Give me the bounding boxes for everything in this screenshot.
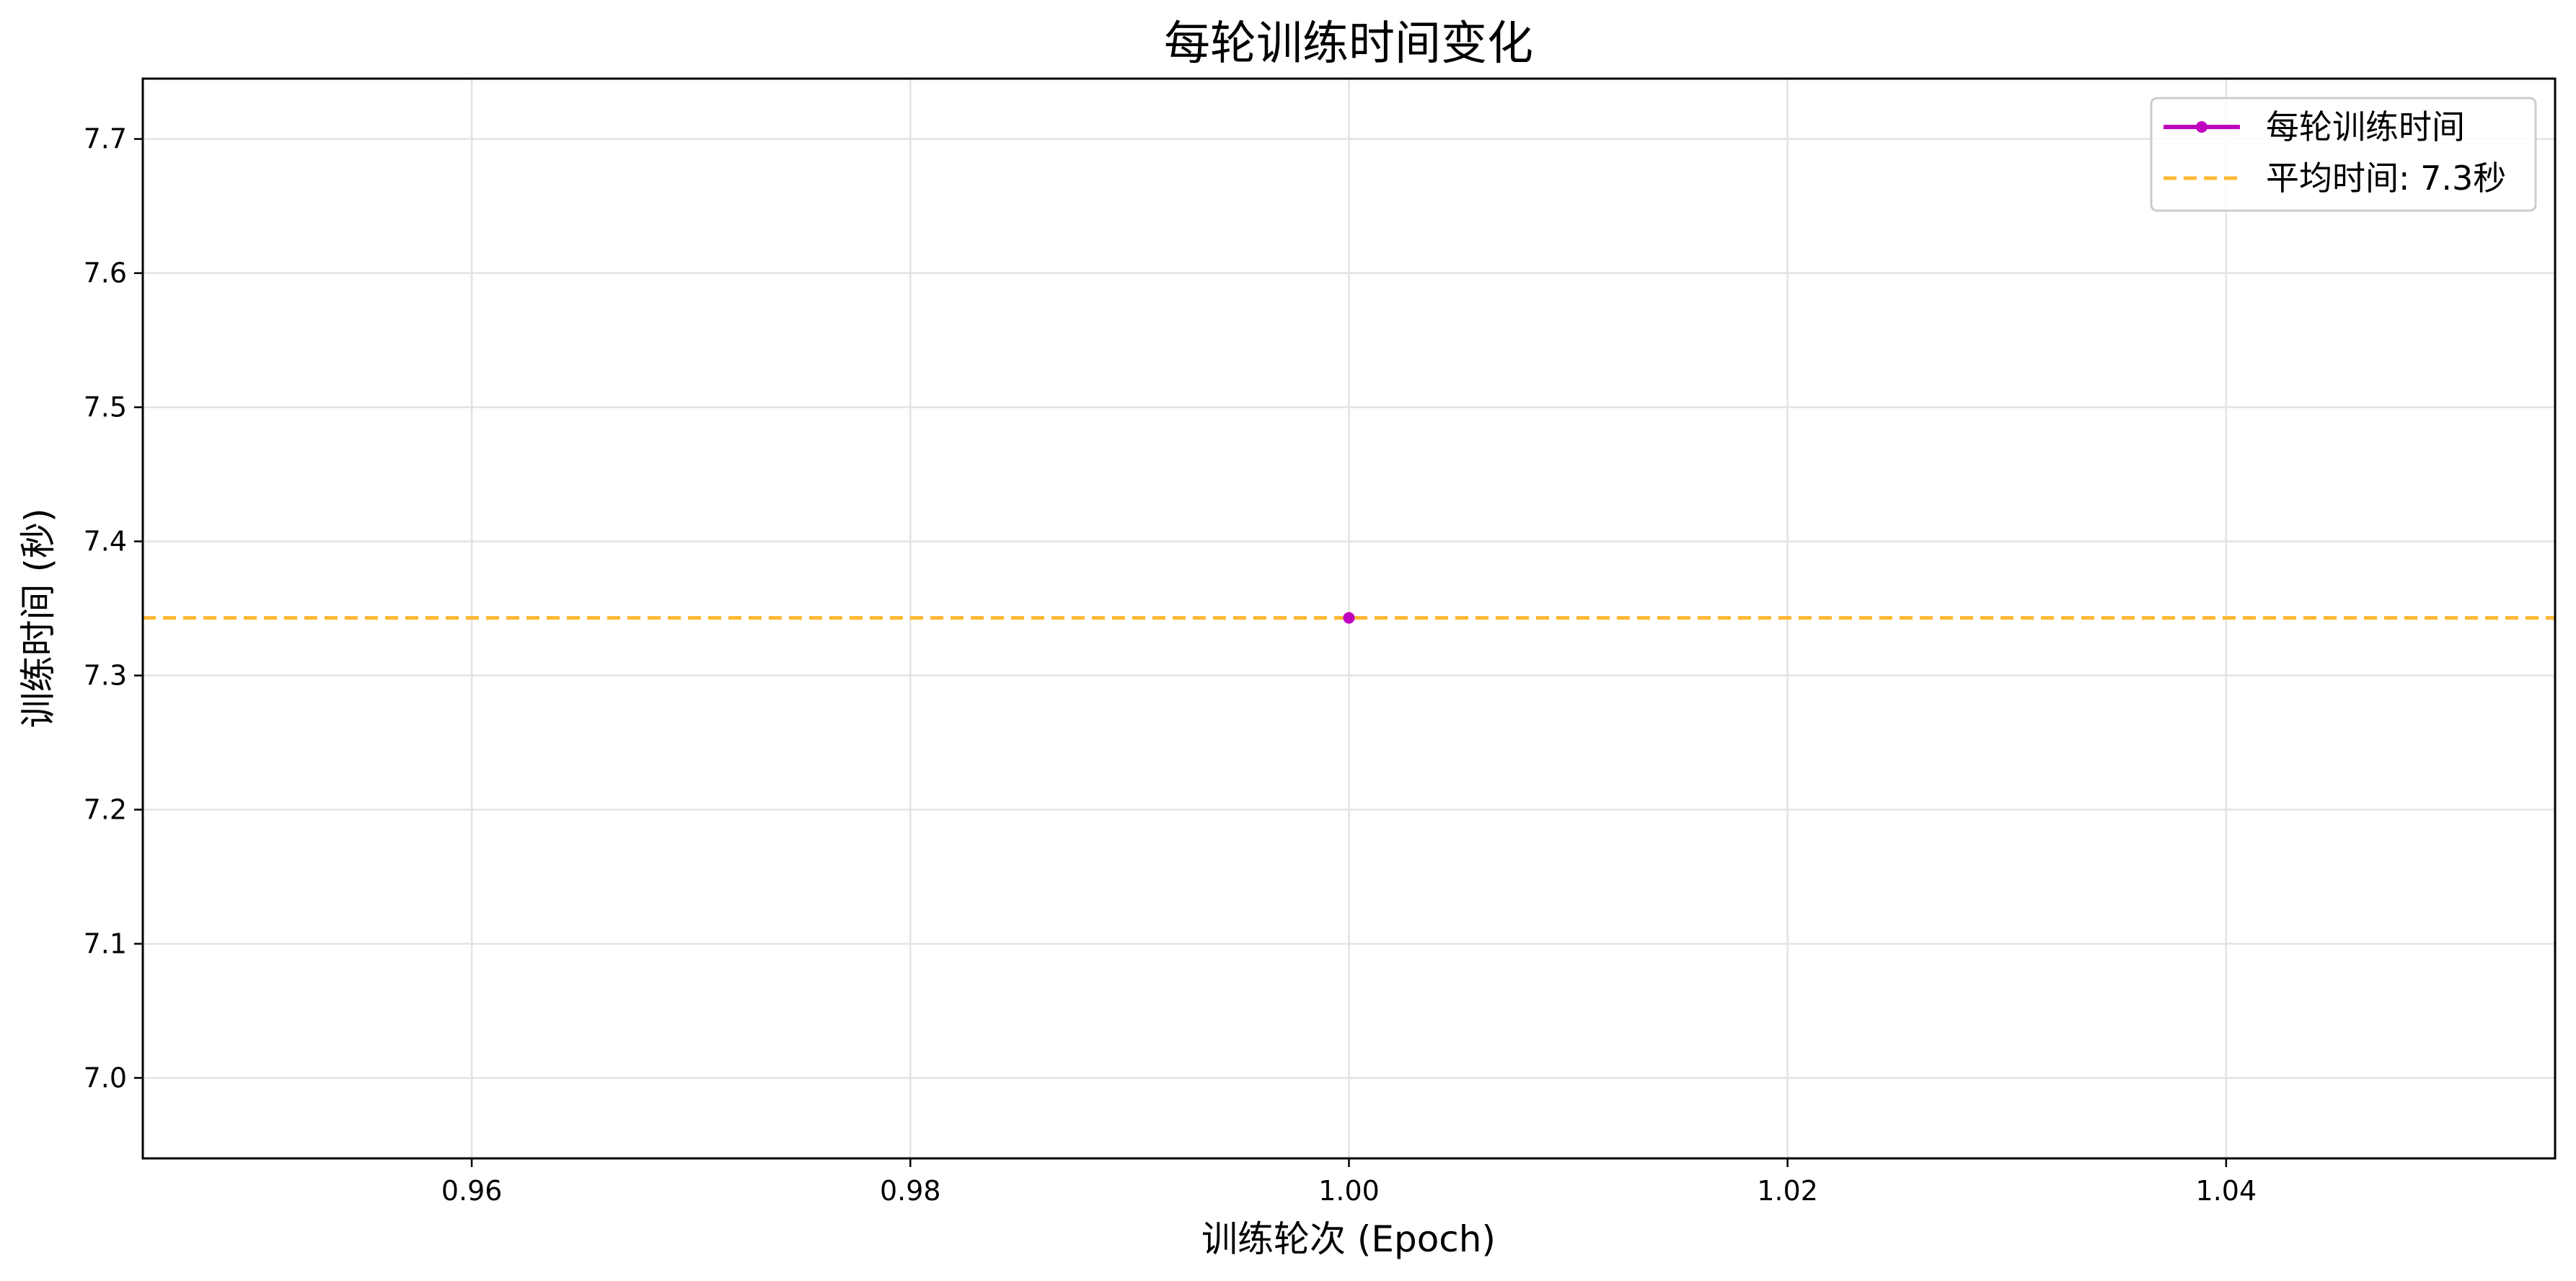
legend-label-series: 每轮训练时间 <box>2266 107 2465 146</box>
epoch-time-point <box>1343 612 1355 624</box>
legend-label-average: 平均时间: 7.3秒 <box>2266 159 2506 198</box>
legend-marker-icon <box>2196 121 2207 133</box>
chart-title: 每轮训练时间变化 <box>1164 17 1533 71</box>
x-tick-label: 1.02 <box>1757 1175 1818 1207</box>
legend: 每轮训练时间 平均时间: 7.3秒 <box>2150 97 2537 212</box>
y-tick-label: 7.1 <box>84 928 127 959</box>
x-tick-label: 1.04 <box>2196 1175 2257 1207</box>
x-tick-label: 0.98 <box>880 1175 941 1207</box>
y-tick-label: 7.0 <box>84 1062 127 1093</box>
x-tick-label: 0.96 <box>441 1175 503 1207</box>
axis-ticks: 0.96 0.98 1.00 1.02 1.04 7.0 7.1 7.2 7.3 7.4 7.5 7.… <box>84 123 2257 1207</box>
legend-box <box>2150 97 2537 212</box>
x-tick-label: 1.00 <box>1318 1175 1380 1207</box>
y-tick-label: 7.5 <box>84 392 127 423</box>
y-tick-label: 7.2 <box>84 793 127 825</box>
x-axis-label: 训练轮次 (Epoch) <box>1201 1218 1496 1260</box>
y-tick-label: 7.4 <box>84 526 127 558</box>
y-tick-label: 7.3 <box>84 660 127 692</box>
y-tick-label: 7.6 <box>84 257 127 289</box>
y-tick-label: 7.7 <box>84 123 127 155</box>
y-axis-label: 训练时间 (秒) <box>17 509 59 728</box>
plot-series <box>143 612 2555 624</box>
